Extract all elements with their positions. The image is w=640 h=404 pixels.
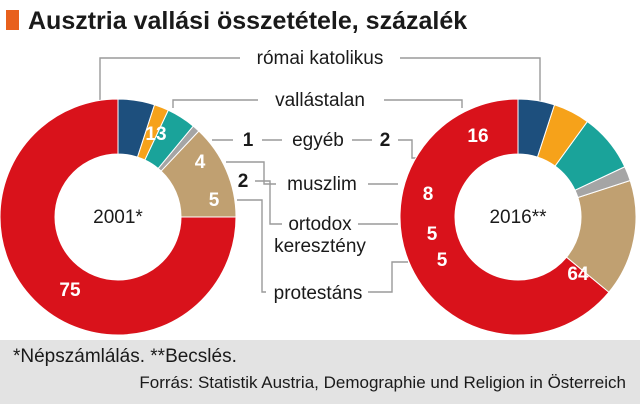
value-label-2001-romai-katolikus: 75 bbox=[59, 280, 81, 301]
leader-line-ortodox-left-2 bbox=[255, 180, 282, 225]
source-note: Forrás: Statistik Austria, Demographie u… bbox=[139, 373, 626, 392]
value-label-2016-muszlim: 8 bbox=[423, 184, 434, 205]
category-label-egyeb: egyéb bbox=[292, 130, 344, 151]
leader-line-protestans-right bbox=[368, 261, 408, 293]
value-label-2016-ortodox: 5 bbox=[427, 224, 438, 245]
footnote: *Népszámlálás. **Becslés. bbox=[13, 346, 237, 367]
value-label-2001-protestans: 5 bbox=[209, 190, 220, 211]
leader-line-vallastalan-right bbox=[384, 99, 463, 108]
center-label-2016: 2016** bbox=[489, 207, 547, 228]
category-label-romai-katolikus: római katolikus bbox=[257, 48, 384, 69]
slice-2001-protestans bbox=[117, 98, 156, 158]
value-label-2001-ortodox: 2 bbox=[238, 171, 249, 192]
leader-line-protestans-left bbox=[237, 199, 266, 293]
category-label-muszlim: muszlim bbox=[287, 174, 357, 195]
value-label-2016-protestans: 5 bbox=[437, 250, 448, 271]
value-label-2016-vallastalan: 16 bbox=[467, 126, 488, 147]
title-marker bbox=[6, 10, 19, 30]
value-label-2016-romai-katolikus: 64 bbox=[567, 264, 589, 285]
chart-title: Ausztria vallási összetétele, százalék bbox=[28, 7, 467, 35]
slice-2016-protestans bbox=[517, 98, 556, 158]
category-label-vallastalan: vallástalan bbox=[275, 90, 365, 111]
category-label-protestans: protestáns bbox=[274, 283, 363, 304]
value-label-2001-egyeb: 1 bbox=[243, 130, 254, 151]
value-label-2001-muszlim: 4 bbox=[195, 152, 206, 173]
leader-line-vallastalan-left bbox=[172, 99, 258, 108]
value-label-2001-vallastalan: 13 bbox=[145, 124, 166, 145]
donut-2001 bbox=[0, 98, 237, 336]
leader-line-egyeb-right-2 bbox=[398, 139, 420, 159]
category-label-ortodox: ortodox bbox=[288, 214, 352, 235]
religion-donut-chart: Ausztria vallási összetétele, százalék 2… bbox=[0, 7, 637, 336]
slice-2001-romai-katolikus bbox=[0, 98, 237, 336]
chart-footer: *Népszámlálás. **Becslés. Forrás: Statis… bbox=[0, 340, 640, 404]
center-label-2001: 2001* bbox=[93, 207, 143, 228]
donut-2016 bbox=[399, 98, 637, 336]
category-label-kereszteny: keresztény bbox=[274, 236, 366, 257]
value-label-2016-egyeb: 2 bbox=[380, 130, 391, 151]
slice-2016-romai-katolikus bbox=[399, 98, 610, 336]
